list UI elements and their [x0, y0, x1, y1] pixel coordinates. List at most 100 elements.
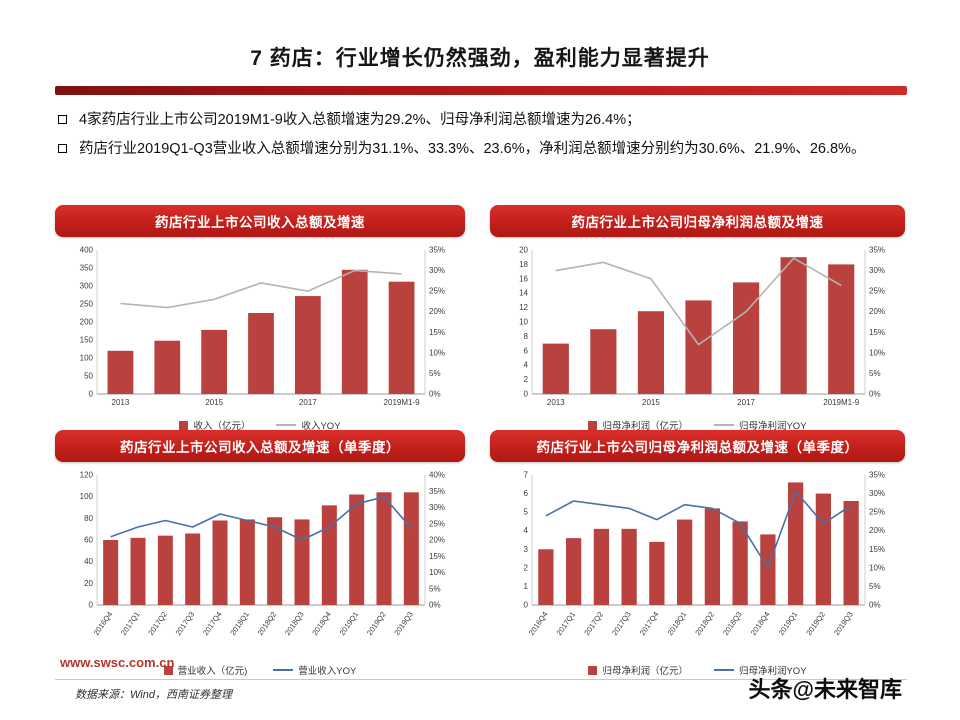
chart-netprofit-quarterly: 0 1 2 3 4 5 6 7 0% 5% 10% 15% 20% 25% 30% 35% 2016Q4 2017…: [490, 467, 905, 677]
svg-text:5: 5: [524, 508, 529, 517]
chart-title-banner: 药店行业上市公司归母净利润总额及增速（单季度）: [490, 430, 905, 462]
chart-title: 药店行业上市公司收入总额及增速（单季度）: [120, 440, 400, 455]
svg-text:0: 0: [89, 601, 94, 610]
svg-text:2017: 2017: [737, 398, 755, 407]
svg-text:2015: 2015: [205, 398, 223, 407]
bullet-list: 4家药店行业上市公司2019M1-9收入总额增速为29.2%、归母净利润总额增速…: [58, 110, 908, 168]
svg-text:300: 300: [80, 282, 94, 291]
legend-item: 收入YOY: [276, 418, 341, 432]
svg-text:4: 4: [524, 526, 529, 535]
svg-text:35%: 35%: [429, 246, 445, 255]
svg-text:25%: 25%: [869, 287, 885, 296]
svg-text:30%: 30%: [869, 266, 885, 275]
svg-text:10: 10: [519, 318, 528, 327]
svg-text:35%: 35%: [869, 246, 885, 255]
chart-canvas: 0 20 40 60 80 100 120 0% 5% 10% 15% 20% 25% 30% 35% 40%…: [80, 471, 445, 638]
svg-text:20%: 20%: [869, 526, 885, 535]
svg-text:20%: 20%: [429, 536, 445, 545]
svg-text:2017Q2: 2017Q2: [582, 610, 605, 637]
bar: [538, 549, 554, 605]
svg-text:8: 8: [524, 332, 529, 341]
legend-line-swatch-icon: [713, 669, 734, 671]
svg-text:10%: 10%: [429, 568, 445, 577]
chart-title: 药店行业上市公司收入总额及增速: [155, 215, 365, 230]
bar: [637, 311, 665, 394]
svg-text:14: 14: [519, 289, 528, 298]
bullet-text: 4家药店行业上市公司2019M1-9收入总额增速为29.2%、归母净利润总额增速…: [79, 112, 641, 128]
legend-label: 归母净利润YOY: [738, 666, 807, 677]
svg-text:2017Q1: 2017Q1: [119, 610, 142, 637]
bullet-item: 4家药店行业上市公司2019M1-9收入总额增速为29.2%、归母净利润总额增速…: [58, 110, 908, 131]
bar: [294, 519, 310, 605]
svg-text:1: 1: [524, 582, 529, 591]
chart-title: 药店行业上市公司归母净利润总额及增速（单季度）: [536, 440, 859, 455]
svg-text:2017: 2017: [299, 398, 317, 407]
panel-revenue-annual: 药店行业上市公司收入总额及增速 0 50 100 150 200 250 300 350 400…: [55, 205, 465, 432]
svg-text:0: 0: [524, 601, 529, 610]
svg-text:6: 6: [524, 346, 529, 355]
svg-text:2018Q2: 2018Q2: [693, 610, 716, 637]
trend-line: [110, 495, 412, 541]
svg-text:2016Q4: 2016Q4: [527, 610, 550, 637]
chart-revenue-annual: 0 50 100 150 200 250 300 350 400 0% 5% 10% 15% 20% 25%…: [55, 242, 465, 432]
svg-text:16: 16: [519, 274, 528, 283]
svg-text:20: 20: [519, 246, 528, 255]
svg-text:10%: 10%: [429, 348, 445, 357]
bar: [248, 313, 274, 394]
legend-item: 归母净利润YOY: [713, 418, 807, 432]
svg-text:2019Q3: 2019Q3: [832, 610, 855, 637]
svg-text:2018Q4: 2018Q4: [310, 610, 333, 637]
bar: [267, 517, 283, 605]
svg-text:2016Q4: 2016Q4: [92, 610, 115, 637]
svg-text:0%: 0%: [429, 390, 441, 399]
svg-text:6: 6: [524, 489, 529, 498]
svg-text:4: 4: [524, 361, 529, 370]
svg-text:5%: 5%: [429, 584, 441, 593]
bar: [815, 493, 832, 605]
svg-text:2019Q1: 2019Q1: [777, 610, 800, 637]
chart-legend: 归母净利润（亿元） 归母净利润YOY: [490, 415, 905, 435]
svg-text:5%: 5%: [869, 582, 881, 591]
svg-text:40%: 40%: [429, 471, 445, 480]
svg-text:0: 0: [89, 390, 94, 399]
legend-item: 归母净利润YOY: [713, 663, 807, 677]
chart-netprofit-annual: 0 2 4 6 8 10 12 14 16 18 20 0% 5% 10% 15% 20% 25% 30% 35% 2…: [490, 242, 905, 432]
svg-text:2: 2: [524, 375, 529, 384]
svg-text:2019M1-9: 2019M1-9: [384, 398, 421, 407]
chart-legend: 收入（亿元） 收入YOY: [55, 415, 465, 435]
bar: [341, 269, 368, 394]
legend-label: 归母净利润（亿元）: [602, 421, 688, 432]
bar: [201, 329, 228, 394]
svg-text:25%: 25%: [869, 508, 885, 517]
legend-item: 收入（亿元）: [179, 418, 250, 432]
svg-text:25%: 25%: [429, 287, 445, 296]
svg-text:20: 20: [84, 579, 93, 588]
legend-item: 归母净利润（亿元）: [588, 663, 688, 677]
bar: [154, 340, 181, 394]
svg-text:18: 18: [519, 260, 528, 269]
trend-line: [555, 257, 842, 346]
bar: [388, 281, 415, 394]
legend-bar-swatch-icon: [179, 420, 189, 430]
svg-text:0%: 0%: [869, 601, 881, 610]
svg-text:0%: 0%: [869, 390, 881, 399]
svg-text:10%: 10%: [869, 563, 885, 572]
svg-text:2017Q4: 2017Q4: [638, 610, 661, 637]
legend-line-swatch-icon: [276, 424, 297, 426]
svg-text:7: 7: [524, 471, 529, 480]
bar: [732, 521, 748, 605]
svg-text:15%: 15%: [869, 328, 885, 337]
bar: [321, 505, 337, 605]
svg-text:2015: 2015: [642, 398, 660, 407]
svg-text:30%: 30%: [869, 489, 885, 498]
bar: [403, 492, 419, 605]
panel-netprofit-annual: 药店行业上市公司归母净利润总额及增速 0 2 4 6 8 10 12 14 16 18 20 0% 5%…: [490, 205, 905, 432]
svg-text:2017Q1: 2017Q1: [555, 610, 578, 637]
legend-line-swatch-icon: [713, 424, 734, 426]
website-link[interactable]: www.swsc.com.cn: [60, 655, 175, 670]
svg-text:2019Q1: 2019Q1: [338, 610, 361, 637]
chart-legend: 营业收入（亿元) 营业收入YOY: [55, 660, 465, 680]
svg-text:2019Q2: 2019Q2: [804, 610, 827, 637]
svg-text:20%: 20%: [869, 307, 885, 316]
